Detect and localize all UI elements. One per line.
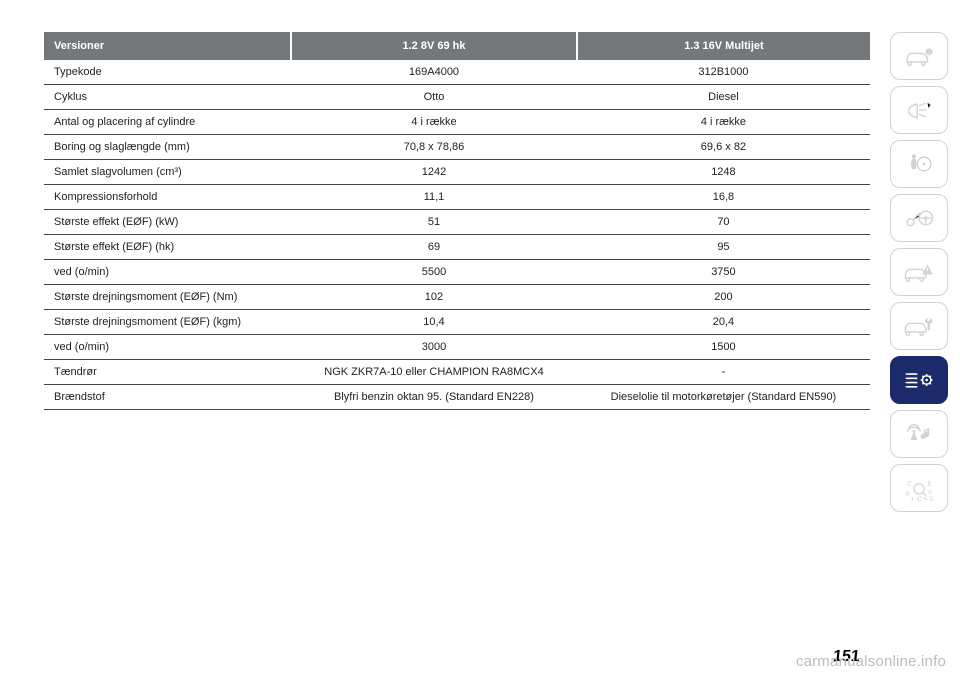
svg-text:E: E [928, 480, 933, 487]
row-value: 169A4000 [291, 60, 577, 85]
row-label: Største drejningsmoment (EØF) (kgm) [44, 310, 291, 335]
specs-table: Versioner 1.2 8V 69 hk 1.3 16V Multijet … [44, 32, 870, 410]
svg-text:A: A [928, 489, 933, 496]
row-label: Antal og placering af cylindre [44, 110, 291, 135]
table-row: Største drejningsmoment (EØF) (kgm)10,42… [44, 310, 870, 335]
alphabet-icon[interactable]: Z E B AD C [890, 464, 948, 512]
specs-gear-icon[interactable] [890, 356, 948, 404]
table-row: ved (o/min)30001500 [44, 335, 870, 360]
row-value: 95 [577, 235, 870, 260]
car-info-icon[interactable]: i [890, 32, 948, 80]
table-header-row: Versioner 1.2 8V 69 hk 1.3 16V Multijet [44, 32, 870, 60]
row-value: 10,4 [291, 310, 577, 335]
row-label: Tændrør [44, 360, 291, 385]
row-value: 20,4 [577, 310, 870, 335]
airbag-icon[interactable] [890, 140, 948, 188]
row-value: 312B1000 [577, 60, 870, 85]
row-value: Blyfri benzin oktan 95. (Standard EN228) [291, 385, 577, 410]
row-value: 1500 [577, 335, 870, 360]
row-value: 3000 [291, 335, 577, 360]
table-row: CyklusOttoDiesel [44, 85, 870, 110]
row-value: Otto [291, 85, 577, 110]
car-warning-icon[interactable] [890, 248, 948, 296]
row-value: 16,8 [577, 185, 870, 210]
table-row: ved (o/min)55003750 [44, 260, 870, 285]
svg-text:B: B [905, 491, 910, 498]
row-value: 69 [291, 235, 577, 260]
row-value: NGK ZKR7A-10 eller CHAMPION RA8MCX4 [291, 360, 577, 385]
table-row: Største effekt (EØF) (kW)5170 [44, 210, 870, 235]
row-label: Brændstof [44, 385, 291, 410]
col-header: Versioner [44, 32, 291, 60]
row-label: Største effekt (EØF) (hk) [44, 235, 291, 260]
row-value: 5500 [291, 260, 577, 285]
row-label: Samlet slagvolumen (cm³) [44, 160, 291, 185]
key-steering-icon[interactable] [890, 194, 948, 242]
row-value: 70 [577, 210, 870, 235]
table-row: Samlet slagvolumen (cm³)12421248 [44, 160, 870, 185]
table-row: Boring og slaglængde (mm)70,8 x 78,8669,… [44, 135, 870, 160]
svg-text:C: C [917, 496, 922, 503]
row-value: 4 i række [291, 110, 577, 135]
row-value: 3750 [577, 260, 870, 285]
table-row: BrændstofBlyfri benzin oktan 95. (Standa… [44, 385, 870, 410]
row-label: Kompressionsforhold [44, 185, 291, 210]
row-value: 1242 [291, 160, 577, 185]
col-header: 1.2 8V 69 hk [291, 32, 577, 60]
media-nav-icon[interactable] [890, 410, 948, 458]
row-value: 4 i række [577, 110, 870, 135]
row-label: ved (o/min) [44, 260, 291, 285]
table-row: Største drejningsmoment (EØF) (Nm)102200 [44, 285, 870, 310]
section-sidebar: i Z E B AD C [890, 0, 960, 678]
row-value: 11,1 [291, 185, 577, 210]
row-label: Største drejningsmoment (EØF) (Nm) [44, 285, 291, 310]
watermark: carmanualsonline.info [796, 653, 946, 670]
lights-icon[interactable] [890, 86, 948, 134]
car-service-icon[interactable] [890, 302, 948, 350]
row-label: ved (o/min) [44, 335, 291, 360]
row-label: Typekode [44, 60, 291, 85]
table-row: Typekode169A4000312B1000 [44, 60, 870, 85]
table-row: Antal og placering af cylindre4 i række4… [44, 110, 870, 135]
row-value: Dieselolie til motorkøretøjer (Standard … [577, 385, 870, 410]
row-value: - [577, 360, 870, 385]
row-label: Cyklus [44, 85, 291, 110]
row-label: Boring og slaglængde (mm) [44, 135, 291, 160]
table-row: TændrørNGK ZKR7A-10 eller CHAMPION RA8MC… [44, 360, 870, 385]
row-value: 51 [291, 210, 577, 235]
table-row: Kompressionsforhold11,116,8 [44, 185, 870, 210]
svg-text:Z: Z [907, 480, 911, 487]
row-value: 70,8 x 78,86 [291, 135, 577, 160]
row-value: 1248 [577, 160, 870, 185]
row-value: 69,6 x 82 [577, 135, 870, 160]
col-header: 1.3 16V Multijet [577, 32, 870, 60]
table-row: Største effekt (EØF) (hk)6995 [44, 235, 870, 260]
row-value: 102 [291, 285, 577, 310]
row-label: Største effekt (EØF) (kW) [44, 210, 291, 235]
svg-text:D: D [929, 497, 933, 503]
row-value: Diesel [577, 85, 870, 110]
row-value: 200 [577, 285, 870, 310]
